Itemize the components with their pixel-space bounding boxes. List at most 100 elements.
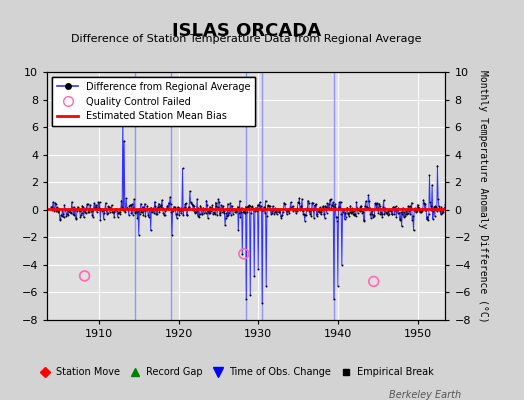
Point	[157, 202, 166, 208]
Point	[256, 205, 265, 211]
Point	[312, 201, 320, 207]
Point	[103, 210, 112, 216]
Point	[53, 208, 62, 214]
Point	[263, 213, 271, 219]
Point	[332, 214, 341, 220]
Point	[81, 210, 90, 216]
Point	[391, 207, 399, 214]
Point	[272, 211, 281, 217]
Point	[83, 201, 92, 207]
Point	[89, 214, 97, 220]
Point	[281, 206, 290, 212]
Point	[427, 203, 435, 210]
Point	[82, 205, 91, 211]
Point	[388, 210, 397, 217]
Point	[201, 206, 209, 213]
Point	[367, 208, 376, 214]
Point	[147, 204, 156, 211]
Point	[131, 210, 139, 216]
Point	[204, 215, 212, 221]
Point	[239, 251, 248, 257]
Point	[337, 262, 346, 268]
Point	[433, 208, 441, 214]
Point	[80, 273, 89, 279]
Point	[128, 212, 137, 218]
Point	[178, 165, 187, 172]
Point	[351, 210, 359, 217]
Point	[282, 206, 290, 213]
Point	[419, 206, 427, 212]
Point	[430, 203, 438, 210]
Point	[365, 198, 373, 204]
Point	[226, 200, 235, 206]
Point	[429, 216, 437, 222]
Point	[357, 202, 365, 209]
Point	[137, 200, 145, 207]
Point	[310, 215, 318, 221]
Point	[242, 204, 250, 210]
Point	[409, 227, 418, 234]
Point	[348, 209, 357, 215]
Point	[225, 210, 233, 216]
Point	[255, 202, 263, 208]
Point	[335, 199, 343, 206]
Point	[326, 196, 335, 202]
Point	[377, 211, 386, 218]
Point	[435, 204, 444, 211]
Point	[385, 211, 393, 217]
Point	[257, 207, 266, 214]
Point	[83, 201, 91, 208]
Point	[76, 214, 84, 220]
Point	[133, 214, 141, 221]
Point	[106, 205, 114, 211]
Point	[177, 210, 185, 217]
Point	[105, 204, 113, 210]
Point	[71, 216, 80, 222]
Point	[287, 205, 296, 212]
Point	[329, 202, 337, 209]
Point	[157, 204, 165, 210]
Point	[355, 207, 363, 214]
Point	[73, 204, 82, 210]
Point	[368, 210, 377, 217]
Point	[342, 205, 351, 212]
Point	[215, 199, 223, 206]
Point	[81, 208, 89, 215]
Point	[68, 199, 76, 205]
Point	[289, 203, 297, 209]
Point	[112, 206, 121, 213]
Point	[73, 208, 81, 214]
Point	[325, 205, 333, 211]
Point	[297, 205, 305, 211]
Point	[126, 202, 134, 208]
Point	[90, 200, 99, 206]
Point	[212, 199, 220, 206]
Point	[320, 211, 328, 217]
Point	[306, 211, 314, 218]
Point	[259, 207, 267, 213]
Point	[341, 209, 350, 216]
Point	[420, 200, 428, 206]
Point	[304, 200, 313, 206]
Point	[56, 217, 64, 223]
Point	[224, 212, 233, 218]
Point	[314, 208, 322, 214]
Point	[443, 208, 451, 214]
Point	[303, 205, 312, 212]
Point	[346, 202, 355, 209]
Point	[158, 197, 166, 203]
Point	[110, 214, 118, 220]
Point	[292, 207, 301, 214]
Point	[267, 210, 275, 217]
Point	[290, 206, 299, 213]
Point	[352, 213, 360, 220]
Point	[396, 216, 404, 222]
Point	[401, 211, 410, 218]
Point	[359, 218, 368, 224]
Point	[142, 207, 150, 214]
Point	[99, 206, 107, 213]
Point	[235, 210, 243, 217]
Point	[247, 204, 256, 210]
Point	[178, 207, 186, 213]
Point	[155, 209, 163, 215]
